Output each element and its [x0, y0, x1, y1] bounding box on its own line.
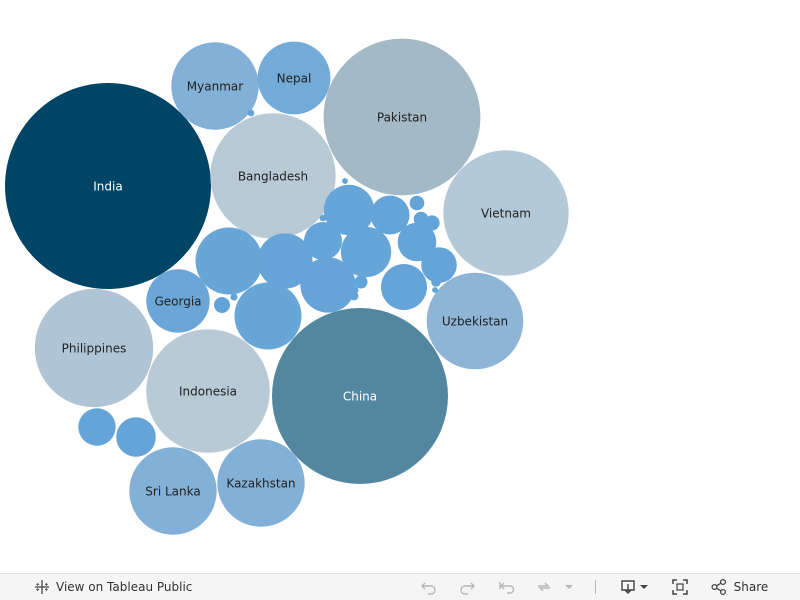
download-button[interactable]	[618, 574, 652, 600]
bubble-unlabeled-15[interactable]	[257, 233, 313, 289]
bubble-unlabeled-29[interactable]	[424, 215, 440, 231]
bubble-unlabeled-26[interactable]	[214, 297, 230, 313]
bubble-unlabeled-36[interactable]	[319, 214, 327, 222]
bubble-myanmar[interactable]	[171, 42, 259, 130]
tableau-toolbar: View on Tableau Public	[0, 573, 800, 600]
view-on-tableau-public-label: View on Tableau Public	[56, 580, 193, 594]
bubble-unlabeled-13[interactable]	[195, 227, 263, 295]
bubble-unlabeled-22[interactable]	[397, 222, 437, 262]
refresh-button[interactable]	[533, 574, 555, 600]
bubble-unlabeled-35[interactable]	[247, 109, 255, 117]
bubble-india[interactable]	[5, 83, 211, 289]
bubble-unlabeled-27[interactable]	[409, 195, 425, 211]
revert-button[interactable]	[496, 574, 518, 600]
bubble-unlabeled-30[interactable]	[354, 275, 368, 289]
bubble-unlabeled-34[interactable]	[351, 286, 359, 294]
undo-button[interactable]	[418, 574, 440, 600]
bubble-unlabeled-23[interactable]	[116, 417, 156, 457]
toolbar-separator	[595, 580, 596, 594]
view-on-tableau-public-link[interactable]: View on Tableau Public	[34, 579, 192, 595]
bubble-unlabeled-21[interactable]	[370, 195, 410, 235]
bubble-vietnam[interactable]	[443, 150, 569, 276]
fullscreen-button[interactable]	[669, 574, 691, 600]
bubble-unlabeled-37[interactable]	[432, 287, 438, 293]
bubble-pakistan[interactable]	[323, 38, 481, 196]
bubble-unlabeled-17[interactable]	[323, 184, 375, 236]
fullscreen-icon	[671, 578, 689, 596]
bubble-sri-lanka[interactable]	[129, 447, 217, 535]
refresh-dropdown-button[interactable]	[562, 574, 576, 600]
bubble-nepal[interactable]	[257, 41, 331, 115]
bubble-chart-svg: IndiaChinaPakistanBangladeshIndonesiaVie…	[5, 38, 569, 535]
bubble-unlabeled-16[interactable]	[300, 257, 356, 313]
bubble-unlabeled-24[interactable]	[78, 408, 116, 446]
redo-button[interactable]	[456, 574, 478, 600]
dropdown-icon	[564, 583, 574, 591]
bubble-unlabeled-33[interactable]	[230, 293, 238, 301]
undo-icon	[420, 579, 438, 595]
bubble-chart: India China Pakistan Bangladesh Indonesia Vie…	[5, 38, 569, 535]
bubble-unlabeled-19[interactable]	[381, 264, 427, 310]
bubble-unlabeled-32[interactable]	[349, 291, 359, 301]
bubble-unlabeled-20[interactable]	[304, 222, 342, 260]
redo-icon	[458, 579, 476, 595]
share-icon	[710, 578, 728, 596]
bubble-unlabeled-38[interactable]	[342, 178, 348, 184]
revert-icon	[498, 579, 516, 595]
bubble-china[interactable]	[272, 308, 448, 484]
share-label: Share	[733, 580, 769, 594]
bubble-indonesia[interactable]	[146, 329, 270, 453]
bubble-kazakhstan[interactable]	[217, 439, 305, 527]
bubble-unlabeled-14[interactable]	[234, 282, 302, 350]
refresh-icon	[535, 579, 553, 595]
bubble-unlabeled-31[interactable]	[431, 277, 441, 287]
bubble-unlabeled-18[interactable]	[340, 226, 392, 278]
bubble-unlabeled-25[interactable]	[421, 247, 457, 283]
bubble-bangladesh[interactable]	[210, 113, 336, 239]
share-button[interactable]: Share	[708, 574, 770, 600]
bubble-philippines[interactable]	[34, 288, 154, 408]
bubble-uzbekistan[interactable]	[426, 272, 524, 370]
download-icon	[620, 579, 650, 595]
tableau-logo-icon	[34, 579, 50, 595]
bubble-georgia[interactable]	[146, 269, 210, 333]
